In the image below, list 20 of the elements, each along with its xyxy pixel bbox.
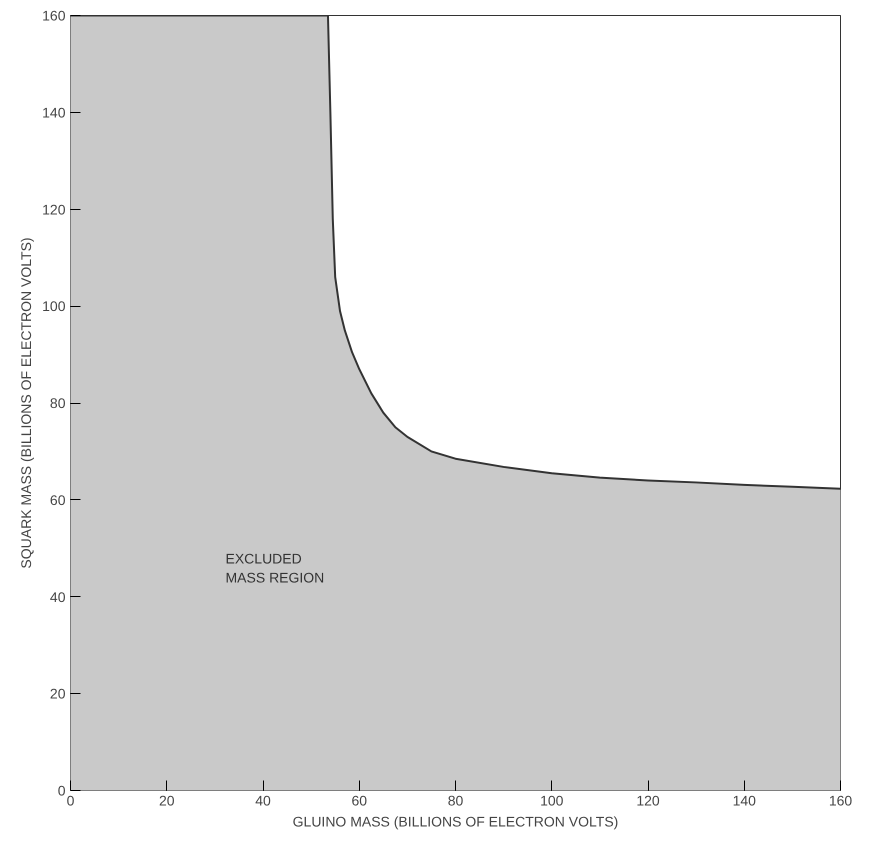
x-tick-label: 120 <box>636 792 660 808</box>
x-tick-label: 40 <box>255 792 271 808</box>
y-axis-title: SQUARK MASS (BILLIONS OF ELECTRON VOLTS) <box>18 237 34 569</box>
y-tick-label: 60 <box>50 492 66 508</box>
x-tick-label: 100 <box>540 792 564 808</box>
x-axis-title: GLUINO MASS (BILLIONS OF ELECTRON VOLTS) <box>292 814 618 830</box>
y-tick-label: 140 <box>42 104 66 120</box>
y-tick-label: 40 <box>50 588 66 605</box>
y-tick-label: 0 <box>58 782 66 798</box>
x-tick-label: 60 <box>351 792 368 808</box>
x-tick-label: 80 <box>448 792 464 808</box>
y-tick-label: 160 <box>42 8 66 24</box>
x-tick-label: 160 <box>828 792 852 808</box>
x-tick-label: 140 <box>732 792 756 808</box>
annotation: EXCLUDED MASS REGION <box>226 550 324 586</box>
x-tick-label: 20 <box>158 792 175 808</box>
y-tick-label: 100 <box>42 298 66 314</box>
y-tick-label: 20 <box>50 686 66 702</box>
y-tick-label: 80 <box>50 395 66 411</box>
y-tick-label: 120 <box>42 201 66 218</box>
